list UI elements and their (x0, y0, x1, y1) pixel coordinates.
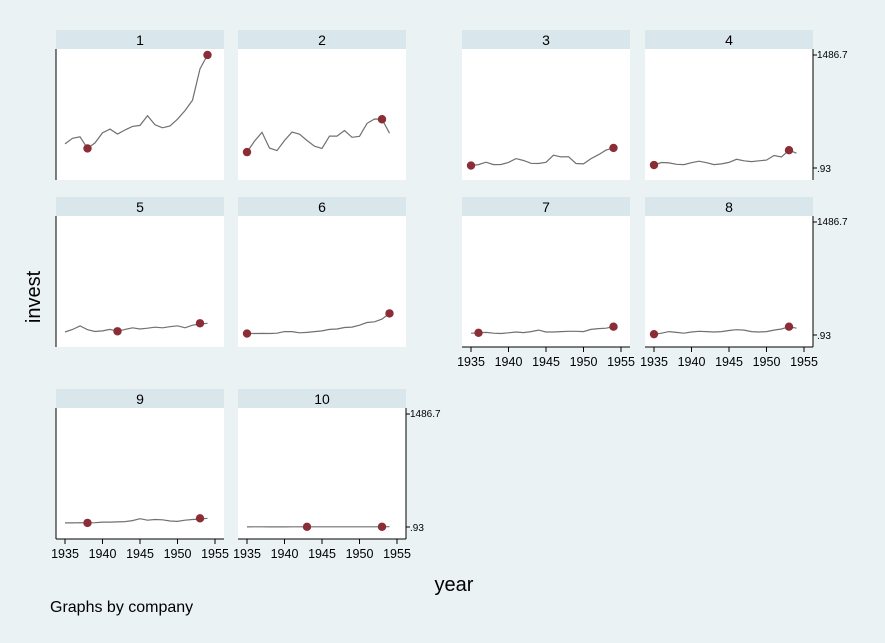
highlight-point (83, 144, 92, 153)
panel-8: 8 1486.7 .93 1935 1940 1945 1950 1955 (640, 197, 848, 369)
highlight-point (466, 161, 476, 170)
panel-strip (238, 30, 406, 49)
y-range-min-label: .93 (817, 164, 831, 175)
panel-strip (238, 389, 406, 408)
panel-strip (56, 197, 224, 216)
panel-title: 1 (136, 32, 144, 48)
highlight-point (377, 522, 387, 531)
panel-5: 5 (55, 197, 224, 347)
plot-region (56, 216, 224, 347)
panel-4: 4 1486.7 .93 (645, 30, 848, 180)
y-range-min-label: .93 (817, 331, 831, 342)
series-line (653, 326, 797, 335)
plot-region (645, 49, 813, 180)
plot-region (238, 408, 406, 539)
x-tick-label: 1955 (383, 547, 411, 561)
panel-2: 2 (238, 30, 406, 180)
highlight-point (113, 327, 122, 336)
x-tick-label: 1950 (164, 547, 192, 561)
x-tick-label: 1945 (126, 547, 154, 561)
panel-title: 6 (318, 199, 326, 215)
panel-title: 5 (136, 199, 144, 215)
x-tick-label: 1955 (607, 355, 635, 369)
highlight-point (83, 518, 92, 528)
panel-title: 10 (314, 391, 330, 407)
panel-strip (645, 30, 813, 49)
plot-region (462, 49, 630, 180)
highlight-point (649, 160, 659, 170)
plot-region (238, 216, 406, 347)
x-tick-label: 1950 (570, 355, 598, 369)
series-line (653, 149, 797, 166)
x-tick-label: 1940 (678, 355, 706, 369)
panel-1: 1 (55, 30, 224, 180)
series-line (246, 118, 391, 153)
x-tick-label: 1940 (495, 355, 523, 369)
x-tick-label: 1935 (233, 547, 261, 561)
y-range-max-label: 1486.7 (817, 217, 848, 228)
panel-3: 3 (462, 30, 630, 180)
panel-title: 9 (136, 391, 144, 407)
x-tick-label: 1945 (715, 355, 743, 369)
y-axis-title: invest (23, 270, 45, 323)
panel-7: 7 1935 1940 1945 1950 1955 (457, 197, 635, 369)
x-tick-label: 1950 (753, 355, 781, 369)
panel-strip (645, 197, 813, 216)
panel-9: 9 1935 1940 1945 1950 1955 (51, 389, 229, 561)
highlight-point (609, 322, 618, 331)
panel-strip (238, 197, 406, 216)
highlight-point (195, 319, 205, 328)
highlight-point (377, 115, 387, 124)
plot-region (462, 216, 630, 347)
panel-strip (462, 197, 630, 216)
series-line (470, 326, 614, 335)
highlight-point (242, 329, 252, 338)
x-tick-label: 1940 (89, 547, 117, 561)
panel-10: 10 1486.7 .93 1935 1940 1945 1950 1955 (233, 389, 441, 561)
panel-strip (462, 30, 630, 49)
x-tick-label: 1940 (271, 547, 299, 561)
highlight-point (784, 322, 794, 331)
highlight-point (195, 514, 205, 523)
highlight-point (784, 145, 794, 155)
y-range-max-label: 1486.7 (817, 50, 848, 61)
panel-title: 7 (542, 199, 550, 215)
series-line (247, 312, 390, 335)
x-axis-title: year (435, 574, 474, 596)
panel-title: 2 (318, 32, 326, 48)
y-range-max-label: 1486.7 (410, 409, 441, 420)
x-tick-label: 1955 (201, 547, 229, 561)
panel-title: 8 (725, 199, 733, 215)
x-tick-label: 1950 (346, 547, 374, 561)
highlight-point (203, 50, 212, 60)
x-tick-label: 1955 (790, 355, 818, 369)
x-tick-label: 1935 (640, 355, 668, 369)
plot-region (645, 216, 813, 347)
highlight-point (474, 328, 483, 337)
series-line (470, 147, 614, 167)
panel-strip (56, 389, 224, 408)
highlight-point (385, 309, 394, 318)
highlight-point (242, 147, 252, 157)
series-line (64, 322, 208, 333)
panel-strip (56, 30, 224, 49)
plot-region (238, 49, 406, 180)
y-range-min-label: .93 (410, 523, 424, 534)
x-tick-label: 1935 (51, 547, 79, 561)
x-tick-label: 1935 (457, 355, 485, 369)
x-tick-label: 1945 (308, 547, 336, 561)
plot-region (56, 49, 224, 180)
highlight-point (609, 143, 618, 153)
x-tick-label: 1945 (532, 355, 560, 369)
by-variable-note: Graphs by company (50, 599, 193, 616)
highlight-point (302, 522, 312, 532)
highlight-point (649, 329, 659, 339)
panel-title: 4 (725, 32, 733, 48)
panels-layer: 1 2 3 4 1486.7 .93 5 6 7 1935 1940 1945 1950 1955 8 148… (51, 30, 848, 561)
panel-title: 3 (542, 32, 550, 48)
panel-6: 6 (238, 197, 406, 347)
